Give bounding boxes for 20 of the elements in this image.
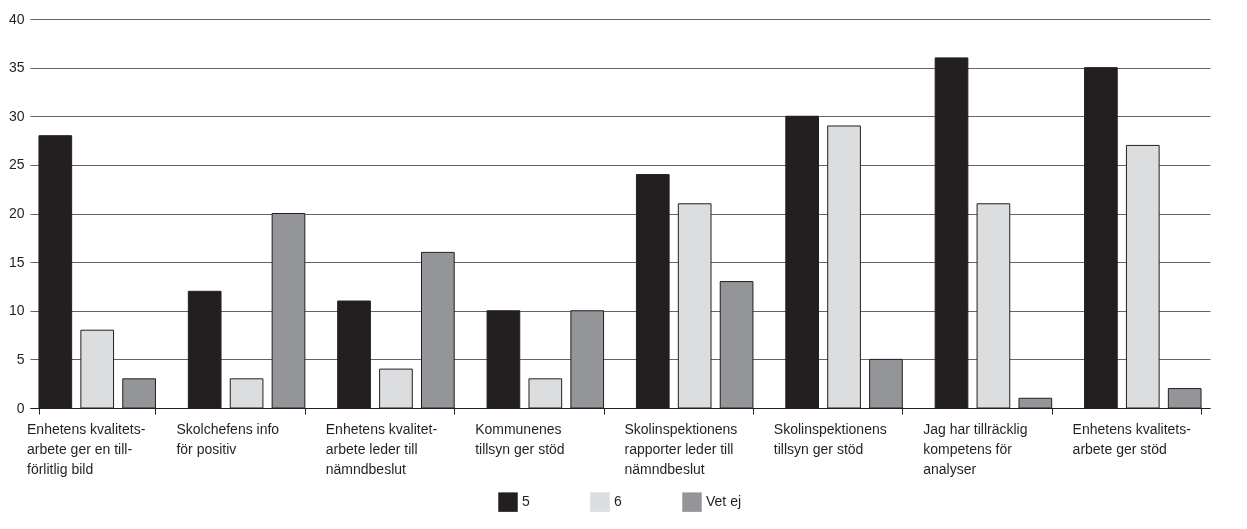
x-tick-label: Jag har tillräcklig kompetens för analyser bbox=[923, 420, 1028, 477]
x-tick-label: Skolinspektionens rapporter leder till nämndbeslut bbox=[624, 420, 738, 477]
legend-label: 5 bbox=[522, 493, 530, 510]
y-tick-label: 20 bbox=[8, 205, 25, 221]
legend-label: 6 bbox=[614, 493, 622, 510]
x-tick-label: Enhetens kvalitets- arbete ger stöd bbox=[1072, 420, 1192, 457]
y-tick-label: 40 bbox=[8, 10, 25, 27]
y-tick-label: 30 bbox=[8, 107, 25, 124]
y-tick-label: 15 bbox=[8, 253, 25, 270]
x-tick-label: Kommunenes tillsyn ger stöd bbox=[475, 420, 565, 457]
y-tick-label: 25 bbox=[8, 156, 25, 173]
y-tick-label: 0 bbox=[16, 399, 25, 416]
y-tick-label: 10 bbox=[8, 302, 25, 319]
x-tick-label: Enhetens kvalitets- arbete ger en till- förlitlig bild bbox=[27, 420, 146, 477]
x-tick-label: Skolchefens info för positiv bbox=[176, 420, 280, 457]
legend-label: Vet ej bbox=[706, 493, 742, 510]
x-tick-label: Skolinspektionens tillsyn ger stöd bbox=[773, 420, 887, 457]
y-tick-label: 5 bbox=[16, 350, 25, 367]
y-tick-label: 35 bbox=[8, 59, 25, 76]
x-tick-label: Enhetens kvalitet- arbete leder till nämndbeslut bbox=[325, 420, 438, 477]
